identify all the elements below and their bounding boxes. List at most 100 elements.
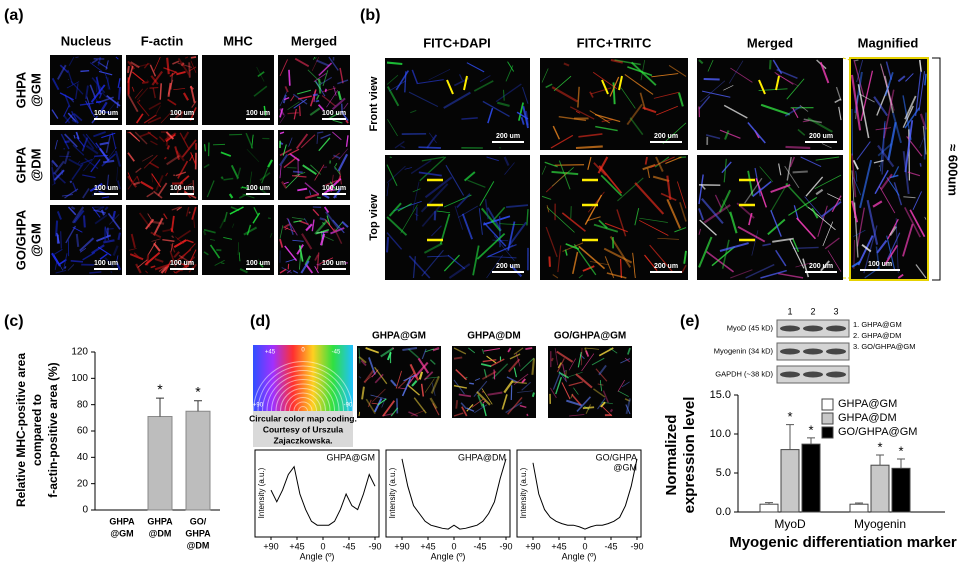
fiber xyxy=(558,160,571,190)
fiber xyxy=(370,394,387,400)
fiber xyxy=(67,69,74,86)
fiber xyxy=(372,388,386,403)
fiber xyxy=(159,83,162,100)
image-header: GHPA@DM xyxy=(467,331,520,342)
fiber xyxy=(483,215,511,226)
fiber xyxy=(93,131,106,138)
fiber xyxy=(698,208,705,221)
significance: * xyxy=(898,443,903,458)
error-bar xyxy=(855,502,863,505)
plot-title: GO/GHPA xyxy=(596,452,637,462)
fiber xyxy=(135,167,142,173)
fiber xyxy=(482,403,487,417)
fiber xyxy=(85,144,99,155)
fiber xyxy=(176,229,191,241)
scale-bar-label: 200 um xyxy=(496,263,520,270)
scale-bar-label: 100 um xyxy=(868,261,892,268)
micrograph xyxy=(849,57,929,281)
fiber xyxy=(316,131,324,134)
fiber xyxy=(134,131,148,145)
fiber xyxy=(166,57,170,75)
fiber xyxy=(69,180,73,184)
fiber xyxy=(93,95,100,105)
fiber xyxy=(54,139,58,150)
fiber xyxy=(81,137,89,152)
fiber xyxy=(573,387,579,395)
fiber xyxy=(454,205,464,230)
fiber xyxy=(515,352,521,367)
fiber xyxy=(850,74,862,131)
fiber xyxy=(190,152,197,166)
micrograph xyxy=(50,205,122,275)
fiber xyxy=(134,88,143,99)
x-tick-label: GHPA xyxy=(109,516,135,526)
fiber xyxy=(644,156,648,165)
fiber xyxy=(778,163,782,176)
fiber xyxy=(236,167,242,180)
fiber xyxy=(668,64,687,77)
fiber xyxy=(130,61,140,69)
fiber xyxy=(314,219,329,235)
fiber xyxy=(506,376,518,383)
fiber xyxy=(52,171,66,184)
fiber xyxy=(521,381,532,391)
fiber xyxy=(480,207,502,232)
fiber xyxy=(554,164,585,166)
fiber xyxy=(319,217,326,221)
fiber xyxy=(117,78,121,88)
y-axis-label: Intensity (a.u.) xyxy=(388,467,397,518)
fiber xyxy=(108,101,117,112)
fiber xyxy=(390,379,397,387)
fiber xyxy=(298,245,304,262)
fiber xyxy=(752,180,772,198)
fiber xyxy=(745,263,775,279)
fiber xyxy=(872,200,883,208)
fiber xyxy=(146,191,154,198)
fiber xyxy=(856,59,864,83)
fiber xyxy=(386,164,398,187)
fiber xyxy=(395,370,402,389)
fiber xyxy=(298,105,301,117)
micrograph xyxy=(278,55,350,125)
fiber xyxy=(860,70,874,122)
fiber xyxy=(312,93,318,97)
fiber xyxy=(79,102,94,106)
fiber xyxy=(59,64,69,74)
fiber xyxy=(279,225,284,239)
fiber xyxy=(505,65,514,82)
legend-label: GHPA@DM xyxy=(838,412,897,424)
scale-bar-label: 100 um xyxy=(246,110,270,117)
fiber xyxy=(368,357,376,375)
fiber xyxy=(582,406,595,410)
fiber xyxy=(296,89,312,95)
fiber xyxy=(292,270,299,274)
fiber xyxy=(111,132,117,150)
fiber xyxy=(188,66,197,72)
fiber xyxy=(324,88,327,93)
fiber xyxy=(311,219,315,232)
fiber xyxy=(82,133,95,150)
fiber xyxy=(904,120,914,173)
fiber xyxy=(772,59,783,75)
fiber xyxy=(73,134,76,139)
fiber xyxy=(341,112,349,121)
fiber xyxy=(821,201,842,218)
fiber xyxy=(360,359,367,367)
fiber xyxy=(177,57,191,77)
fiber xyxy=(188,62,191,78)
micrograph xyxy=(202,205,274,275)
wheel-ring xyxy=(275,383,331,412)
x-tick-label: GO/ xyxy=(190,516,207,526)
fiber xyxy=(632,252,636,279)
fiber xyxy=(85,100,95,118)
fiber xyxy=(489,358,505,368)
fiber xyxy=(861,244,872,253)
fiber xyxy=(99,253,108,260)
scale-bar-label: 100 um xyxy=(94,110,118,117)
fiber xyxy=(294,172,306,177)
scale-bar-label: 100 um xyxy=(170,110,194,117)
fiber xyxy=(803,118,822,124)
fiber xyxy=(541,195,552,200)
fiber xyxy=(431,225,442,237)
fiber xyxy=(285,258,297,263)
